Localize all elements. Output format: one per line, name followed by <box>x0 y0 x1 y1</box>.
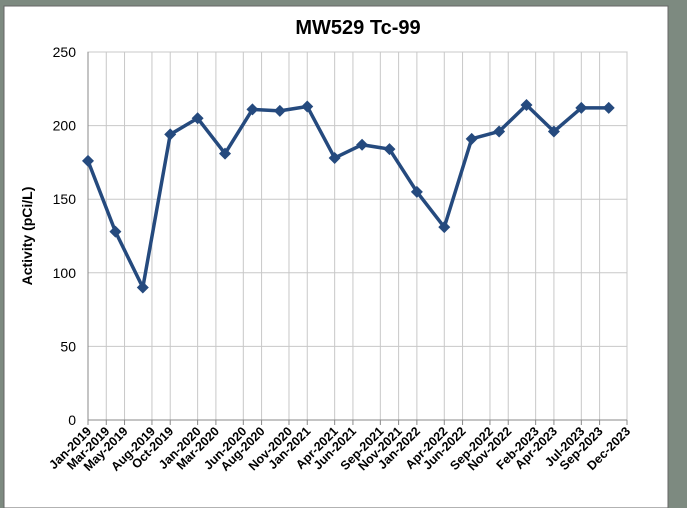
data-point <box>547 125 560 138</box>
y-tick-label: 0 <box>68 412 76 428</box>
data-point <box>465 132 478 145</box>
data-point <box>410 185 423 198</box>
data-point <box>219 147 232 160</box>
y-tick-label: 100 <box>53 265 77 281</box>
data-point <box>328 151 341 164</box>
data-point <box>301 100 314 113</box>
data-point <box>520 98 533 111</box>
y-tick-label: 150 <box>53 191 77 207</box>
y-tick-label: 250 <box>53 44 77 60</box>
data-point <box>109 225 122 238</box>
data-point <box>136 281 149 294</box>
y-tick-label: 50 <box>60 338 76 354</box>
y-axis-label: Activity (pCi/L) <box>19 187 35 286</box>
data-point <box>82 154 94 167</box>
data-point <box>383 143 396 156</box>
data-point <box>493 125 506 138</box>
data-point <box>246 103 259 116</box>
y-tick-label: 200 <box>53 118 77 134</box>
chart-title: MW529 Tc-99 <box>295 17 420 39</box>
data-point <box>575 101 588 114</box>
data-point <box>164 128 177 141</box>
data-point <box>191 112 204 125</box>
data-point <box>356 138 369 151</box>
data-point <box>438 221 451 234</box>
data-point <box>273 104 286 117</box>
data-line <box>86 103 609 290</box>
plot-area <box>87 51 628 421</box>
data-point <box>602 101 615 114</box>
